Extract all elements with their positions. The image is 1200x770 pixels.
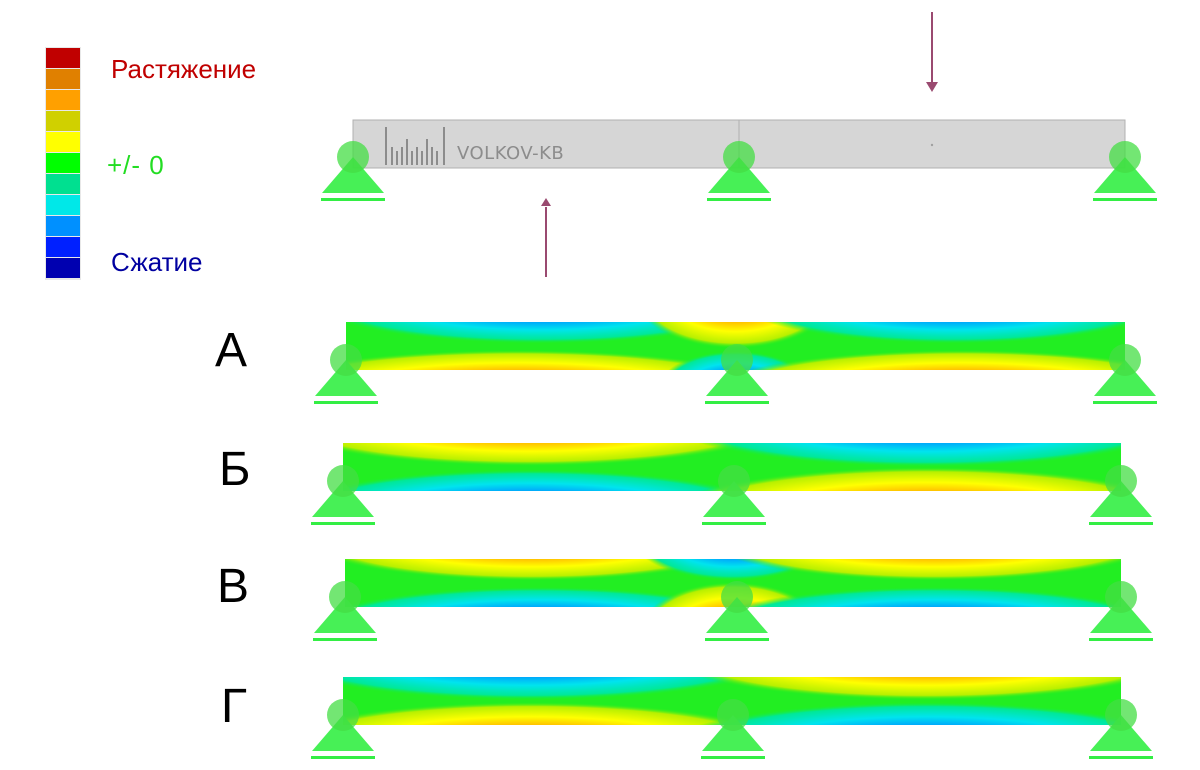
scheme-center-dot (930, 143, 934, 147)
variant-label-v: В (217, 560, 250, 613)
pin-support-icon (1089, 699, 1153, 759)
load-down-arrow-icon (926, 12, 938, 92)
tension-zone (661, 677, 1121, 701)
barcode-logo-icon (385, 127, 445, 165)
legend-swatch (46, 237, 80, 257)
legend-swatch (46, 111, 80, 131)
pin-support-icon (1089, 465, 1153, 525)
legend-swatch (46, 69, 80, 89)
pin-support-icon (1089, 581, 1153, 641)
supports (311, 141, 1157, 759)
legend-swatch (46, 216, 80, 236)
legend-swatch (46, 258, 80, 278)
variant-beam-2 (345, 559, 1121, 607)
pin-support-icon (705, 344, 769, 404)
variant-label-b: Б (219, 443, 251, 496)
neutral-label: +/- 0 (107, 150, 165, 180)
legend-swatch (46, 48, 80, 68)
legend-swatch (46, 195, 80, 215)
compression-label: Сжатие (111, 247, 203, 277)
load-up-arrow-icon (541, 198, 551, 277)
tension-zone (701, 559, 1121, 581)
pin-support-icon (707, 141, 771, 201)
compression-zone (701, 586, 1121, 607)
pin-support-icon (1093, 141, 1157, 201)
pin-support-icon (702, 465, 766, 525)
watermark-text: VOLKOV-KB (457, 143, 565, 164)
pin-support-icon (321, 141, 385, 201)
pin-support-icon (311, 699, 375, 759)
pin-support-icon (314, 344, 378, 404)
pin-support-icon (705, 581, 769, 641)
tension-zone (712, 349, 1125, 370)
color-scale-legend (45, 47, 81, 280)
legend-swatch (46, 174, 80, 194)
pin-support-icon (313, 581, 377, 641)
variant-label-g: Г (221, 680, 247, 733)
pin-support-icon (1093, 344, 1157, 404)
legend-swatch (46, 132, 80, 152)
pin-support-icon (701, 699, 765, 759)
watermark-logo: VOLKOV-KB (385, 125, 564, 165)
compression-zone (661, 701, 1121, 725)
legend-swatch (46, 90, 80, 110)
variant-label-a: А (215, 324, 248, 377)
compression-zone (735, 322, 1125, 344)
legend-swatch (46, 153, 80, 173)
tension-label: Растяжение (111, 54, 257, 84)
pin-support-icon (311, 465, 375, 525)
compression-zone (661, 443, 1121, 467)
